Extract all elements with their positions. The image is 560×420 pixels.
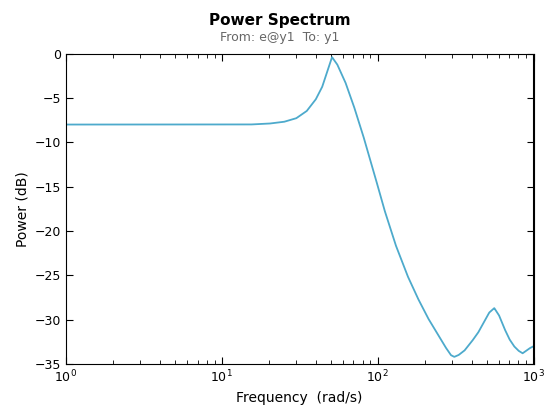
Text: From: e@y1  To: y1: From: e@y1 To: y1 bbox=[220, 32, 340, 45]
Y-axis label: Power (dB): Power (dB) bbox=[15, 171, 29, 247]
X-axis label: Frequency  (rad/s): Frequency (rad/s) bbox=[236, 391, 363, 405]
Text: Power Spectrum: Power Spectrum bbox=[209, 13, 351, 28]
